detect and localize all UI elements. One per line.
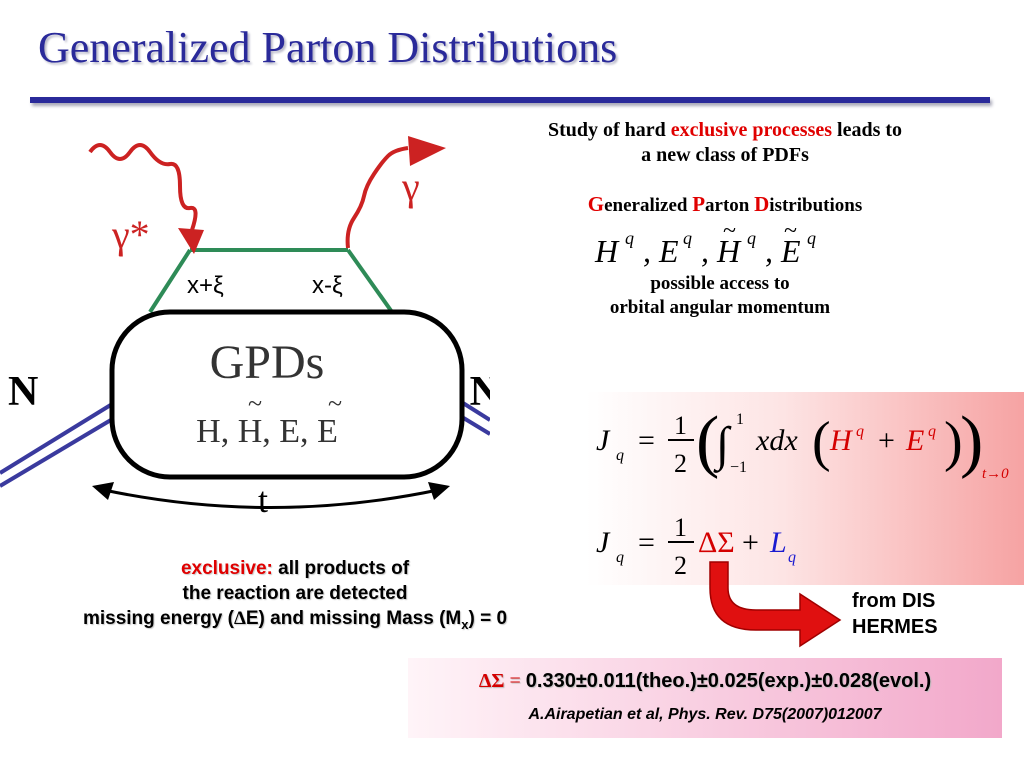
virtual-photon — [88, 143, 204, 254]
svg-text:,: , — [643, 233, 651, 269]
exclusive-definition: exclusive: all products of the reaction … — [0, 556, 590, 637]
gamma-label: γ — [401, 164, 420, 209]
svg-text:+: + — [878, 424, 895, 457]
function-e-tilde: E — [780, 233, 801, 269]
svg-text:=: = — [638, 526, 655, 559]
svg-text:+: + — [742, 526, 759, 559]
svg-text:q: q — [616, 447, 624, 464]
nucleon-label-right: N — [470, 369, 490, 415]
t-label: t — [258, 480, 268, 520]
quark-lines — [148, 248, 394, 314]
intro-line-2: a new class of PDFs — [641, 144, 809, 166]
slide-title: Generalized Parton Distributions — [38, 23, 618, 72]
momentum-transfer-arrow — [92, 482, 450, 509]
svg-text:): ) — [960, 403, 983, 480]
tilde-h: ~ — [248, 389, 262, 418]
svg-text:E: E — [905, 424, 924, 457]
gpd-name: Generalized Parton Distributions — [587, 192, 863, 216]
svg-text:1: 1 — [674, 411, 687, 440]
gpd-blob-title: GPDs — [210, 336, 325, 389]
svg-text:q: q — [788, 549, 796, 566]
x-minus-xi-label: x-ξ — [312, 272, 343, 299]
title-underline — [30, 97, 990, 103]
svg-text:xdx: xdx — [755, 424, 798, 457]
nucleon-label-left: N — [8, 369, 38, 415]
tilde-e: ~ — [328, 389, 342, 418]
svg-text:q: q — [683, 228, 692, 248]
exclusive-line-3: missing energy (ΔE) and missing Mass (Mx… — [82, 608, 508, 632]
intro-line-1: Study of hard exclusive processes leads … — [547, 119, 903, 141]
j-q-1: J — [596, 424, 611, 457]
svg-text:−1: −1 — [730, 459, 747, 476]
x-plus-xi-label: x+ξ — [187, 272, 224, 299]
citation: A.Airapetian et al, Phys. Rev. D75(2007)… — [528, 706, 882, 723]
svg-text:~: ~ — [784, 224, 797, 244]
svg-text:q: q — [625, 228, 634, 248]
svg-text:1: 1 — [736, 411, 744, 428]
function-h: H — [594, 233, 620, 269]
svg-text:,: , — [765, 233, 773, 269]
svg-text:(: ( — [696, 403, 719, 480]
function-h-tilde: H — [716, 233, 742, 269]
formula-panel: J q = 1 2 ( ∫ 1 −1 xdx ( H q + E q ) ) t… — [586, 392, 1024, 585]
handbag-diagram: γ* γ x+ξ x-ξ GPDs H, H, E, E ~ ~ N N t — [0, 136, 490, 520]
incoming-nucleon-lines — [0, 396, 128, 488]
svg-text:): ) — [944, 411, 963, 473]
svg-text:q: q — [856, 423, 864, 440]
delta-sigma-result: ΔΣ = 0.330±0.011(theo.)±0.025(exp.)±0.02… — [478, 670, 932, 692]
svg-text:~: ~ — [723, 224, 736, 244]
svg-text:q: q — [807, 228, 816, 248]
svg-text:q: q — [928, 423, 936, 440]
svg-text:,: , — [701, 233, 709, 269]
delta-sigma-term: ΔΣ — [698, 526, 735, 559]
exclusive-line-1: exclusive: all products of — [180, 558, 410, 579]
svg-text:q: q — [616, 549, 624, 566]
svg-text:t→0: t→0 — [982, 466, 1009, 482]
orbital-term: L — [769, 526, 787, 559]
svg-text:2: 2 — [674, 551, 687, 580]
svg-text:1: 1 — [674, 513, 687, 542]
svg-text:2: 2 — [674, 449, 687, 478]
j-q-2: J — [596, 526, 611, 559]
gpd-functions: H q , E q , H ~ q , E ~ q — [594, 224, 816, 269]
gpd-blob-subtitle: H, H, E, E — [196, 413, 338, 450]
intro-text: Study of hard exclusive processes leads … — [460, 118, 990, 168]
svg-text:q: q — [747, 228, 756, 248]
exclusive-line-2: the reaction are detected — [182, 583, 408, 604]
svg-text:(: ( — [812, 411, 831, 473]
function-e: E — [658, 233, 679, 269]
real-photon — [345, 136, 446, 249]
svg-text:H: H — [829, 424, 854, 457]
red-curved-arrow — [709, 561, 842, 648]
gpd-blob — [109, 309, 465, 480]
svg-text:∫: ∫ — [713, 418, 732, 473]
svg-text:=: = — [638, 424, 655, 457]
ji-sum-rule: J q = 1 2 ( ∫ 1 −1 xdx ( H q + E q ) ) t… — [596, 403, 1009, 580]
gamma-star-label: γ* — [111, 212, 150, 257]
access-text: possible access to orbital angular momen… — [609, 273, 831, 318]
from-dis-label: from DIS HERMES — [852, 590, 938, 638]
result-panel — [408, 658, 1002, 738]
